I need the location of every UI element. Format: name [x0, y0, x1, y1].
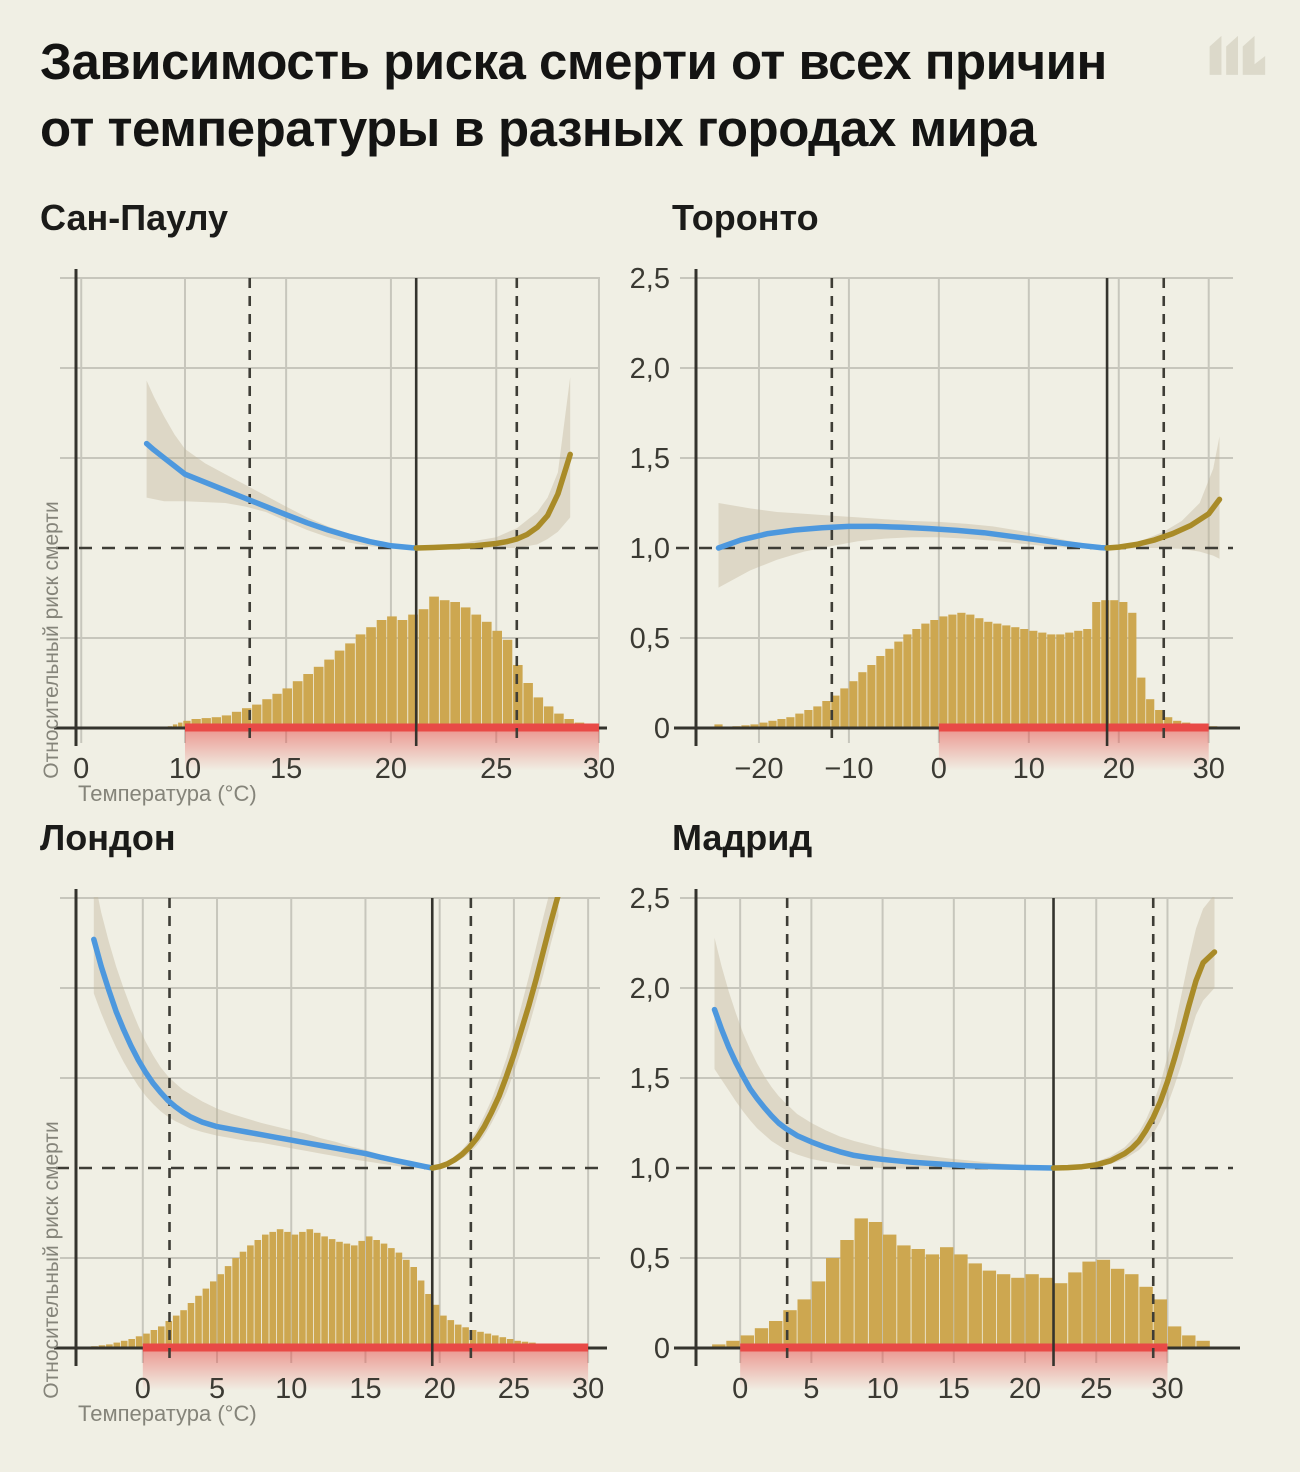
red-strip-gradient — [184, 731, 599, 771]
chart-sao-paulo: 0 10 15 20 25 30 Температура (°C) Относительный… — [40, 250, 640, 810]
red-strip-gradient — [938, 731, 1209, 771]
confidence-band — [93, 897, 559, 1170]
y-tick-labels: 2,5 2,0 1,5 1,0 0,5 0 — [630, 263, 670, 745]
red-strip-gradient — [740, 1351, 1168, 1391]
chart-canvas: −20 −10 0 10 20 30 2,5 2,0 1,5 1,0 0,5 0 — [630, 263, 1240, 785]
x-tick-labels: 0 5 10 15 20 25 30 — [732, 1373, 1184, 1405]
x-gridlines — [141, 898, 590, 1363]
cold-risk-line — [715, 523, 1110, 551]
y-gridlines — [60, 277, 600, 639]
temperature-histogram — [167, 596, 595, 728]
y-tick-label: 0 — [654, 713, 670, 745]
y-tick-label: 2,5 — [630, 883, 670, 915]
chart-london: 0 5 10 15 20 25 30 Температура (°C) Относительны… — [40, 870, 640, 1430]
x-tick-label: −20 — [734, 753, 783, 785]
page-title-line1: Зависимость риска смерти от всех причин — [40, 33, 1107, 90]
x-tick-labels: 0 5 10 15 20 25 30 — [135, 1373, 605, 1405]
y-axis-title: Относительный риск смерти — [40, 501, 63, 778]
x-tick-label: 5 — [803, 1373, 819, 1405]
heat-risk-line — [413, 451, 573, 551]
x-tick-label: 10 — [866, 1373, 898, 1405]
x-tick-label: 0 — [732, 1373, 748, 1405]
chart-madrid: 0 5 10 15 20 25 30 2,5 2,0 1,5 1,0 0,5 0 — [600, 870, 1260, 1430]
y-gridlines — [680, 277, 1233, 639]
y-tick-label: 1,0 — [630, 533, 670, 565]
page-title-line2: от температуры в разных городах мира — [40, 100, 1037, 158]
x-tick-label: 30 — [1193, 753, 1225, 785]
red-strip — [184, 723, 599, 732]
red-strip — [142, 1343, 589, 1352]
x-tick-label: 10 — [169, 753, 201, 785]
x-tick-label: 15 — [938, 1373, 970, 1405]
x-tick-label: −10 — [824, 753, 873, 785]
confidence-band — [146, 377, 571, 550]
y-tick-labels: 2,5 2,0 1,5 1,0 0,5 0 — [630, 883, 670, 1365]
chart-title-madrid: Мадрид — [672, 817, 813, 858]
chart-title-toronto: Торонто — [672, 197, 819, 238]
y-axis-title: Относительный риск смерти — [40, 1121, 63, 1398]
chart-title-london: Лондон — [40, 817, 176, 858]
red-strip-gradient — [142, 1351, 589, 1391]
heat-risk-line — [429, 897, 561, 1171]
cold-risk-line — [143, 440, 419, 551]
cold-risk-line — [711, 1006, 1057, 1171]
temperature-histogram — [91, 1229, 558, 1348]
y-tick-label: 0 — [654, 1333, 670, 1365]
temperature-histogram — [712, 1218, 1210, 1348]
x-gridlines — [757, 278, 1210, 743]
x-tick-label: 25 — [498, 1373, 530, 1405]
x-tick-label: 5 — [209, 1373, 225, 1405]
red-strip — [938, 723, 1209, 732]
cold-risk-line — [91, 936, 436, 1171]
heat-risk-line — [1050, 949, 1218, 1171]
heat-risk-line — [1104, 496, 1223, 551]
x-tick-label: 30 — [572, 1373, 604, 1405]
y-tick-label: 1,5 — [630, 443, 670, 475]
chart-canvas: 0 5 10 15 20 25 30 Температура (°C) Относительны… — [40, 889, 607, 1426]
chart-title-sao-paulo: Сан-Паулу — [40, 197, 229, 238]
y-tick-label: 2,0 — [630, 973, 670, 1005]
x-axis-title: Температура (°C) — [78, 1401, 257, 1426]
x-tick-label: 30 — [1151, 1373, 1183, 1405]
x-tick-label: 20 — [1009, 1373, 1041, 1405]
x-tick-label: 15 — [270, 753, 302, 785]
chart-canvas: 0 10 15 20 25 30 Температура (°C) Относительный… — [40, 269, 615, 806]
y-tick-label: 1,0 — [630, 1153, 670, 1185]
x-tick-label: 20 — [1103, 753, 1135, 785]
x-tick-labels: −20 −10 0 10 20 30 — [734, 753, 1224, 785]
y-tick-label: 0,5 — [630, 623, 670, 655]
x-tick-label: 10 — [275, 1373, 307, 1405]
chart-canvas: 0 5 10 15 20 25 30 2,5 2,0 1,5 1,0 0,5 0 — [630, 883, 1240, 1405]
y-tick-label: 1,5 — [630, 1063, 670, 1095]
x-tick-label: 0 — [73, 753, 89, 785]
x-tick-label: 0 — [931, 753, 947, 785]
confidence-band — [718, 436, 1220, 588]
x-tick-label: 10 — [1013, 753, 1045, 785]
x-gridlines — [739, 898, 1169, 1363]
y-tick-label: 2,0 — [630, 353, 670, 385]
x-tick-label: 0 — [135, 1373, 151, 1405]
x-tick-label: 20 — [375, 753, 407, 785]
y-tick-label: 2,5 — [630, 263, 670, 295]
x-tick-label: 30 — [583, 753, 615, 785]
x-tick-label: 25 — [1080, 1373, 1112, 1405]
x-axis-title: Температура (°C) — [78, 781, 257, 806]
page-title: Зависимость риска смерти от всех причин … — [40, 28, 1190, 163]
temperature-histogram — [714, 600, 1218, 728]
x-tick-labels: 0 10 15 20 25 30 — [73, 753, 615, 785]
meduza-logo-icon — [1209, 35, 1266, 75]
y-tick-label: 0,5 — [630, 1243, 670, 1275]
x-tick-label: 15 — [349, 1373, 381, 1405]
x-tick-label: 20 — [424, 1373, 456, 1405]
x-tick-label: 25 — [480, 753, 512, 785]
chart-toronto: −20 −10 0 10 20 30 2,5 2,0 1,5 1,0 0,5 0 — [600, 250, 1260, 810]
red-strip — [740, 1343, 1168, 1352]
